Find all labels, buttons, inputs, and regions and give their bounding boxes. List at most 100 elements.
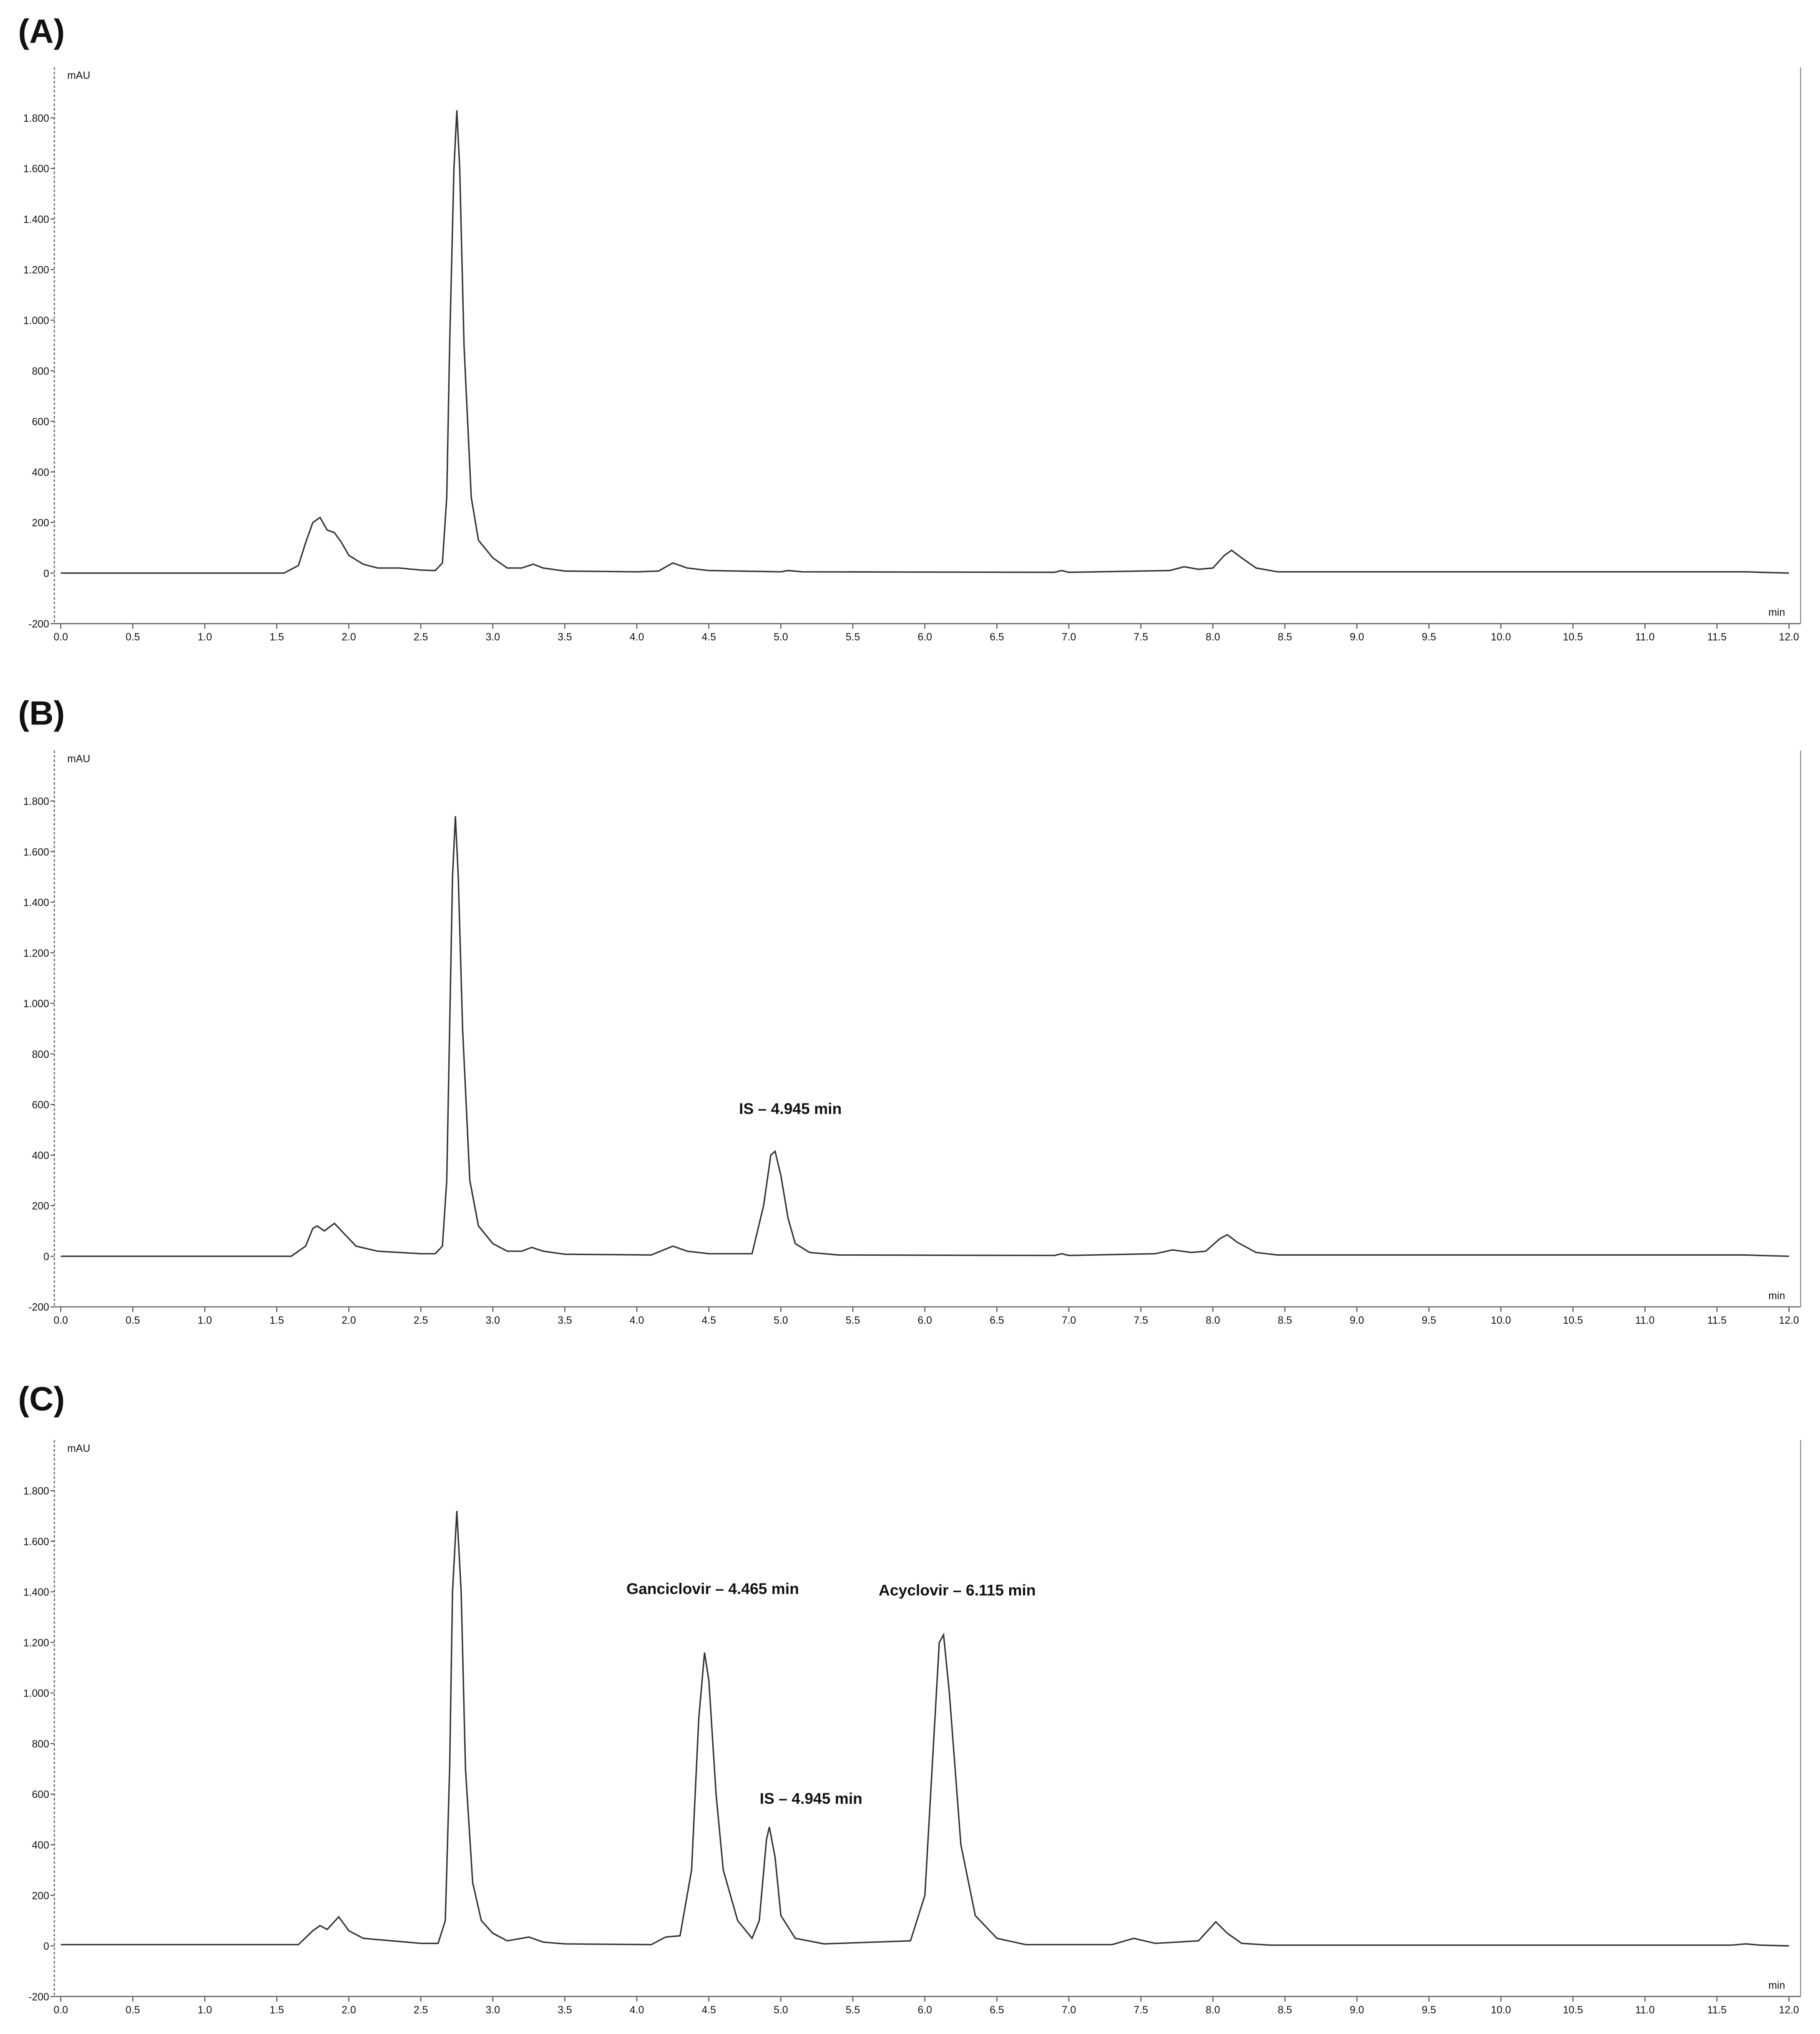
x-tick-label: 7.0 [1062, 2004, 1076, 2016]
y-tick-label: 1.200 [23, 948, 49, 959]
trace [60, 1511, 1789, 1947]
y-tick-label: -200 [28, 619, 49, 630]
y-axis-label: mAU [67, 753, 90, 764]
y-tick-label: 600 [32, 1789, 49, 1800]
x-tick-label: 12.0 [1779, 632, 1799, 643]
y-tick-label: 800 [32, 1739, 49, 1750]
x-tick-label: 10.5 [1563, 1315, 1583, 1326]
x-tick-label: 9.5 [1422, 2004, 1436, 2016]
x-tick-label: 5.5 [846, 632, 860, 643]
x-axis-label: min [1768, 1980, 1785, 1991]
y-tick-label: 1.400 [23, 1587, 49, 1598]
x-tick-label: 6.0 [918, 632, 932, 643]
y-tick-label: 1.600 [23, 847, 49, 858]
x-tick-label: 3.0 [485, 2004, 500, 2016]
x-tick-label: 7.0 [1062, 632, 1076, 643]
y-tick-label: -200 [28, 1302, 49, 1313]
x-tick-label: 3.5 [558, 1315, 572, 1326]
x-tick-label: 4.0 [630, 2004, 644, 2016]
x-tick-label: 8.5 [1278, 632, 1292, 643]
x-tick-label: 0.0 [54, 1315, 68, 1326]
x-tick-label: 8.5 [1278, 1315, 1292, 1326]
x-tick-label: 1.5 [270, 2004, 284, 2016]
x-tick-label: 4.0 [630, 632, 644, 643]
peak-annotation: Ganciclovir – 4.465 min [626, 1580, 799, 1597]
y-tick-label: 1.800 [23, 796, 49, 807]
y-tick-label: 0 [43, 568, 49, 579]
x-tick-label: 5.5 [846, 2004, 860, 2016]
x-tick-label: 4.0 [630, 1315, 644, 1326]
x-tick-label: 6.0 [918, 2004, 932, 2016]
x-tick-label: 12.0 [1779, 2004, 1799, 2016]
x-axis-label: min [1768, 1290, 1785, 1302]
x-tick-label: 10.5 [1563, 2004, 1583, 2016]
x-tick-label: 10.0 [1491, 632, 1511, 643]
x-tick-label: 0.5 [126, 2004, 140, 2016]
x-tick-label: 9.5 [1422, 632, 1436, 643]
x-tick-label: 3.5 [558, 632, 572, 643]
panel-label: (B) [18, 694, 65, 732]
x-tick-label: 1.0 [198, 2004, 212, 2016]
x-tick-label: 11.0 [1635, 632, 1654, 643]
x-tick-label: 11.0 [1635, 1315, 1654, 1326]
y-tick-label: 1.400 [23, 898, 49, 909]
peak-annotation: IS – 4.945 min [760, 1790, 862, 1807]
x-tick-label: 9.0 [1350, 1315, 1364, 1326]
x-tick-label: 10.0 [1491, 1315, 1511, 1326]
x-tick-label: 0.0 [54, 632, 68, 643]
y-tick-label: 400 [32, 1840, 49, 1851]
x-tick-label: 5.5 [846, 1315, 860, 1326]
x-tick-label: 0.5 [126, 632, 140, 643]
x-tick-label: 4.5 [701, 632, 716, 643]
y-tick-label: 800 [32, 1049, 49, 1060]
x-tick-label: 3.5 [558, 2004, 572, 2016]
x-tick-label: 7.5 [1134, 1315, 1148, 1326]
trace [60, 110, 1789, 574]
y-tick-label: 1.200 [23, 1637, 49, 1649]
x-tick-label: 1.0 [198, 632, 212, 643]
x-tick-label: 6.5 [990, 632, 1004, 643]
y-tick-label: 1.600 [23, 163, 49, 175]
peak-annotation: Acyclovir – 6.115 min [879, 1581, 1036, 1599]
chromatogram-panel: (A) mAU min -200 0 200 400 600 800 1.000 1.200 1.40… [18, 13, 1801, 643]
y-tick-label: 600 [32, 1100, 49, 1111]
chromatogram-panel: (C) mAU min -200 0 200 400 600 800 1.000 1.200 1.40… [18, 1380, 1801, 2016]
x-tick-label: 5.0 [774, 2004, 788, 2016]
x-tick-label: 10.5 [1563, 632, 1583, 643]
y-tick-label: 400 [32, 467, 49, 478]
x-tick-label: 1.0 [198, 1315, 212, 1326]
y-tick-label: 1.400 [23, 214, 49, 225]
x-tick-label: 0.0 [54, 2004, 68, 2016]
x-axis-label: min [1768, 607, 1785, 618]
panel-label: (A) [18, 13, 65, 50]
y-tick-label: 0 [43, 1941, 49, 1952]
x-tick-label: 12.0 [1779, 1315, 1799, 1326]
y-axis-label: mAU [67, 70, 90, 81]
x-tick-label: 2.0 [342, 1315, 356, 1326]
x-tick-label: 6.5 [990, 1315, 1004, 1326]
peak-annotation: IS – 4.945 min [739, 1100, 842, 1117]
y-tick-label: 0 [43, 1251, 49, 1262]
x-tick-label: 8.0 [1206, 1315, 1220, 1326]
y-tick-label: 600 [32, 417, 49, 428]
y-tick-label: 200 [32, 1201, 49, 1212]
y-tick-label: 1.800 [23, 113, 49, 124]
x-tick-label: 2.5 [414, 1315, 428, 1326]
x-tick-label: 2.0 [342, 632, 356, 643]
x-tick-label: 2.0 [342, 2004, 356, 2016]
x-tick-label: 4.5 [701, 2004, 716, 2016]
x-tick-label: 9.0 [1350, 2004, 1364, 2016]
x-tick-label: 11.5 [1707, 1315, 1727, 1326]
y-tick-label: 800 [32, 366, 49, 377]
trace [60, 816, 1789, 1257]
x-tick-label: 7.5 [1134, 2004, 1148, 2016]
y-tick-label: 200 [32, 1891, 49, 1902]
y-tick-label: 400 [32, 1150, 49, 1162]
x-tick-label: 0.5 [126, 1315, 140, 1326]
x-tick-label: 2.5 [414, 632, 428, 643]
x-tick-label: 9.0 [1350, 632, 1364, 643]
x-tick-label: 8.0 [1206, 2004, 1220, 2016]
x-tick-label: 6.0 [918, 1315, 932, 1326]
y-tick-label: 1.800 [23, 1486, 49, 1497]
x-tick-label: 5.0 [774, 632, 788, 643]
